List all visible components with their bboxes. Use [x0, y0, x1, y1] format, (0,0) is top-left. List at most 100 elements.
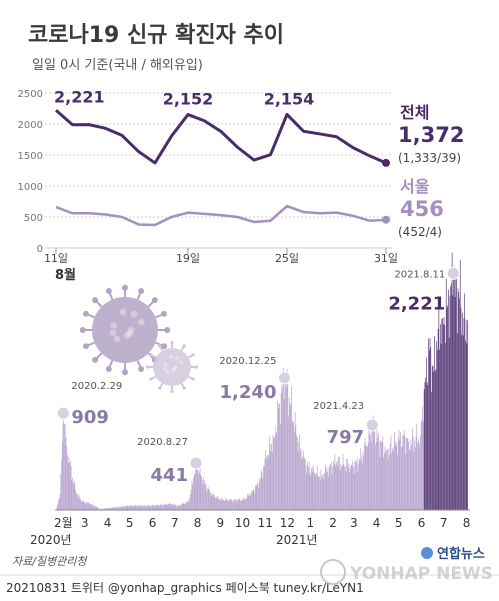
daily-case-bar: [291, 386, 292, 510]
daily-case-bar: [448, 337, 450, 510]
daily-case-bar: [270, 451, 272, 510]
daily-case-bar: [78, 494, 79, 510]
daily-case-bar: [203, 477, 205, 510]
virus-large-spike-tip: [83, 343, 89, 350]
daily-case-bar: [372, 425, 373, 510]
daily-case-bar: [403, 429, 405, 510]
daily-case-bar: [396, 442, 398, 510]
daily-case-bar: [201, 479, 203, 510]
daily-case-bar: [398, 429, 400, 510]
daily-case-bar: [172, 504, 174, 510]
daily-case-bar: [423, 389, 425, 510]
daily-case-bar: [167, 504, 168, 510]
daily-case-bar: [413, 451, 415, 510]
daily-case-bar: [302, 456, 303, 510]
daily-case-bar: [67, 455, 68, 510]
virus-large-spike-tip: [92, 356, 99, 363]
daily-case-bar: [276, 432, 278, 510]
daily-case-bar: [271, 443, 272, 510]
y-tick-label: 1000: [18, 182, 43, 193]
daily-case-bar: [117, 507, 118, 510]
daily-case-bar: [311, 468, 312, 510]
daily-case-bar: [367, 443, 369, 510]
daily-case-bar: [295, 425, 297, 510]
daily-case-bar: [173, 503, 175, 510]
callout-date: 2020.8.27: [137, 437, 188, 448]
daily-case-bar: [186, 502, 188, 510]
daily-case-bar: [249, 495, 251, 510]
daily-case-bar: [220, 500, 222, 510]
daily-case-bar: [320, 470, 322, 510]
callout-value: 2,221: [388, 293, 445, 314]
daily-case-bar: [459, 260, 461, 510]
daily-case-bar: [347, 459, 348, 510]
total-series-line: [55, 109, 387, 165]
daily-case-bar: [409, 450, 410, 510]
daily-case-bar: [297, 437, 298, 510]
daily-case-bar: [296, 435, 297, 510]
daily-case-bar: [369, 435, 371, 510]
month-tick-label: 9: [217, 516, 225, 530]
daily-case-bar: [204, 483, 206, 510]
daily-case-bar: [106, 508, 107, 510]
daily-case-bar: [377, 437, 379, 510]
daily-case-bar: [90, 504, 92, 510]
month-tick-label: 6: [149, 516, 157, 530]
daily-case-bar: [330, 462, 332, 510]
daily-case-bar: [379, 457, 381, 510]
daily-case-bar: [304, 458, 306, 510]
daily-case-bar: [73, 483, 75, 510]
virus-large-body: [92, 297, 158, 363]
daily-case-bar: [313, 472, 315, 510]
daily-case-bar: [374, 426, 376, 510]
daily-case-bar: [116, 507, 118, 510]
daily-case-bar: [247, 493, 249, 510]
daily-case-bar: [371, 442, 373, 510]
y-tick-label: 500: [24, 213, 43, 224]
daily-case-bar: [442, 318, 443, 510]
daily-case-bar: [143, 504, 145, 510]
daily-case-bar: [250, 494, 252, 510]
source-note: 자료/질병관리청: [12, 555, 88, 568]
daily-case-bar: [101, 508, 103, 510]
daily-case-bar: [141, 506, 143, 510]
daily-case-bar: [277, 408, 279, 510]
daily-case-bar: [325, 464, 326, 510]
daily-case-bar: [294, 412, 296, 510]
daily-case-bar: [302, 450, 304, 510]
virus-small-texture: [163, 362, 168, 367]
daily-case-bar: [412, 436, 414, 510]
y-tick-label: 2500: [18, 89, 43, 100]
daily-case-bar: [273, 437, 275, 510]
daily-case-bar: [221, 497, 222, 510]
daily-case-bar: [316, 466, 318, 510]
daily-case-bar: [256, 485, 258, 510]
virus-large-spike-tip: [105, 288, 112, 294]
daily-case-bar: [212, 494, 213, 510]
daily-case-bar: [282, 386, 283, 510]
daily-case-bar: [333, 463, 335, 510]
daily-case-bar: [154, 505, 155, 510]
daily-case-bar: [348, 463, 350, 510]
callout-marker: [56, 406, 70, 420]
daily-case-bar: [93, 506, 95, 510]
daily-case-bar: [160, 504, 162, 510]
daily-case-bar: [140, 506, 142, 510]
daily-case-bar: [137, 505, 139, 510]
daily-case-bar: [252, 490, 253, 510]
daily-case-bar: [135, 505, 137, 510]
daily-case-bar: [81, 502, 82, 510]
daily-case-bar: [392, 448, 393, 510]
daily-case-bar: [72, 478, 73, 510]
peak-annotation: 2,154: [264, 89, 315, 108]
daily-case-bar: [92, 505, 94, 510]
daily-case-bar: [313, 468, 314, 510]
virus-small-spike-tip: [170, 389, 174, 394]
daily-case-bar: [373, 431, 375, 510]
virus-small-spike-tip: [182, 344, 186, 348]
line-chart-series: [55, 109, 390, 227]
virus-small-texture: [173, 365, 178, 369]
daily-case-bar: [184, 504, 186, 510]
daily-case-bar: [176, 505, 177, 510]
daily-case-bar: [102, 508, 104, 510]
